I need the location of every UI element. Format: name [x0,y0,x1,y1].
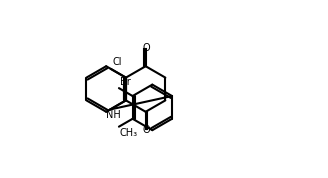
Text: O: O [143,43,150,53]
Text: CH₃: CH₃ [120,128,138,138]
Text: Cl: Cl [113,57,122,67]
Text: NH: NH [106,109,121,119]
Text: O: O [143,125,150,135]
Text: Br: Br [120,77,131,87]
